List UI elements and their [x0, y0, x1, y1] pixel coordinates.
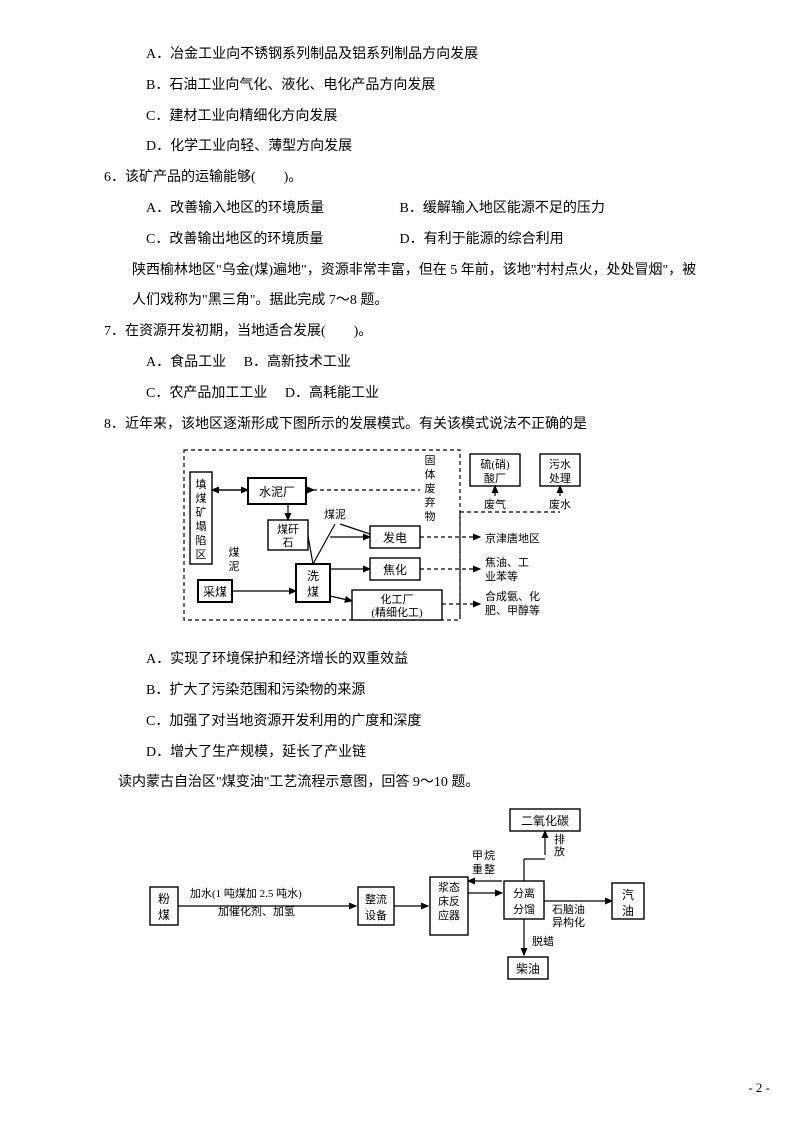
option-7-a: A．食品工业 [146, 355, 226, 370]
option-6-b: B．缓解输入地区能源不足的压力 [400, 194, 605, 225]
svg-text:矿: 矿 [196, 506, 207, 519]
svg-text:洗: 洗 [307, 569, 319, 583]
svg-text:废水: 废水 [549, 497, 571, 511]
option-6-d: D．有利于能源的综合利用 [400, 225, 564, 256]
options-7-row-2: C．农产品加工工业 D．高耗能工业 [90, 379, 710, 410]
option-5-a: A．冶金工业向不锈钢系列制品及铝系列制品方向发展 [90, 40, 710, 71]
svg-text:硫(硝): 硫(硝) [480, 457, 510, 471]
diagram-8-svg: 填 煤 矿 塌 陷 区 水泥厂 固 体 废 弃 物 硫(硝) 酸厂 污水 [180, 446, 620, 626]
option-5-b: B．石油工业向气化、液化、电化产品方向发展 [90, 71, 710, 102]
svg-text:焦化: 焦化 [383, 563, 407, 577]
svg-text:采煤: 采煤 [203, 585, 227, 599]
svg-text:陷: 陷 [196, 533, 207, 547]
svg-text:设备: 设备 [365, 908, 387, 922]
svg-text:应器: 应器 [438, 908, 460, 922]
svg-text:排: 排 [554, 832, 565, 846]
option-8-a: A．实现了环境保护和经济增长的双重效益 [90, 645, 710, 676]
svg-text:放: 放 [554, 844, 565, 858]
svg-text:污水: 污水 [549, 458, 571, 471]
svg-text:煤: 煤 [158, 908, 170, 922]
svg-text:填: 填 [196, 477, 207, 491]
svg-text:处理: 处理 [549, 472, 571, 485]
svg-text:合成氨、化: 合成氨、化 [485, 589, 540, 603]
option-6-c: C．改善输出地区的环境质量 [146, 225, 396, 256]
svg-text:整流: 整流 [365, 892, 387, 906]
svg-text:烷: 烷 [484, 848, 495, 862]
page: A．冶金工业向不锈钢系列制品及铝系列制品方向发展 B．石油工业向气化、液化、电化… [0, 0, 800, 1044]
svg-text:水泥厂: 水泥厂 [259, 485, 295, 499]
page-number: - 2 - [0, 1074, 800, 1103]
svg-text:石脑油: 石脑油 [552, 902, 585, 916]
svg-text:煤: 煤 [229, 546, 240, 559]
diagram-9-svg: 二氧化碳 排 放 甲 烷 重 整 粉 煤 加水(1 吨煤加 2.5 吨水) 加催… [140, 805, 660, 985]
question-8: 8．近年来，该地区逐渐形成下图所示的发展模式。有关该模式说法不正确的是 [90, 410, 710, 441]
svg-text:酸厂: 酸厂 [484, 471, 506, 485]
svg-text:柴油: 柴油 [516, 962, 540, 976]
context-9-10: 读内蒙古自治区"煤变油"工艺流程示意图，回答 9～10 题。 [90, 768, 710, 799]
svg-text:废: 废 [425, 481, 436, 495]
svg-text:(精细化工): (精细化工) [371, 605, 423, 619]
svg-text:煤: 煤 [307, 585, 319, 599]
svg-text:分馏: 分馏 [513, 902, 535, 916]
context-7-8: 陕西榆林地区"乌金(煤)遍地"，资源非常丰富，但在 5 年前，该地"村村点火，处… [90, 256, 710, 318]
diagram-9: 二氧化碳 排 放 甲 烷 重 整 粉 煤 加水(1 吨煤加 2.5 吨水) 加催… [90, 805, 710, 998]
svg-text:二氧化碳: 二氧化碳 [521, 814, 569, 828]
svg-text:业苯等: 业苯等 [485, 569, 518, 583]
svg-text:汽: 汽 [622, 887, 634, 902]
option-8-d: D．增大了生产规模，延长了产业链 [90, 738, 710, 769]
question-6: 6．该矿产品的运输能够( )。 [90, 163, 710, 194]
svg-text:石: 石 [283, 537, 294, 549]
svg-text:物: 物 [425, 509, 436, 523]
svg-text:床反: 床反 [438, 894, 460, 908]
diagram-8: 填 煤 矿 塌 陷 区 水泥厂 固 体 废 弃 物 硫(硝) 酸厂 污水 [90, 446, 710, 639]
svg-text:区: 区 [196, 549, 207, 561]
options-6-row-1: A．改善输入地区的环境质量 B．缓解输入地区能源不足的压力 [90, 194, 710, 225]
options-7-row-1: A．食品工业 B．高新技术工业 [90, 348, 710, 379]
svg-text:加水(1 吨煤加 2.5 吨水): 加水(1 吨煤加 2.5 吨水) [190, 887, 302, 900]
option-7-d: D．高耗能工业 [285, 386, 379, 401]
option-6-a: A．改善输入地区的环境质量 [146, 194, 396, 225]
svg-text:废气: 废气 [484, 497, 506, 511]
svg-text:脱蜡: 脱蜡 [532, 934, 554, 948]
svg-text:体: 体 [425, 467, 436, 481]
option-7-b: B．高新技术工业 [244, 355, 351, 370]
svg-text:化工厂: 化工厂 [381, 592, 414, 606]
svg-text:重: 重 [472, 862, 483, 876]
svg-text:焦油、工: 焦油、工 [485, 555, 529, 569]
svg-text:分离: 分离 [513, 886, 535, 900]
option-8-c: C．加强了对当地资源开发利用的广度和深度 [90, 707, 710, 738]
svg-text:粉: 粉 [158, 892, 170, 906]
svg-text:固: 固 [425, 454, 436, 467]
svg-text:塌: 塌 [196, 520, 207, 533]
svg-text:肥、甲醇等: 肥、甲醇等 [485, 603, 540, 617]
svg-text:弃: 弃 [425, 495, 436, 509]
question-7: 7．在资源开发初期，当地适合发展( )。 [90, 317, 710, 348]
options-6-row-2: C．改善输出地区的环境质量 D．有利于能源的综合利用 [90, 225, 710, 256]
option-8-b: B．扩大了污染范围和污染物的来源 [90, 676, 710, 707]
svg-text:发电: 发电 [383, 530, 407, 545]
svg-text:浆态: 浆态 [438, 880, 460, 894]
svg-text:煤: 煤 [196, 492, 207, 505]
svg-text:京津唐地区: 京津唐地区 [485, 531, 540, 545]
svg-text:油: 油 [622, 904, 634, 918]
svg-text:煤泥: 煤泥 [324, 508, 346, 521]
option-5-c: C．建材工业向精细化方向发展 [90, 102, 710, 133]
option-5-d: D．化学工业向轻、薄型方向发展 [90, 132, 710, 163]
svg-text:整: 整 [484, 862, 495, 876]
svg-text:异构化: 异构化 [552, 915, 585, 929]
option-7-c: C．农产品加工工业 [146, 386, 267, 401]
svg-text:泥: 泥 [229, 560, 240, 573]
svg-text:甲: 甲 [472, 850, 483, 862]
svg-text:煤矸: 煤矸 [277, 523, 299, 536]
